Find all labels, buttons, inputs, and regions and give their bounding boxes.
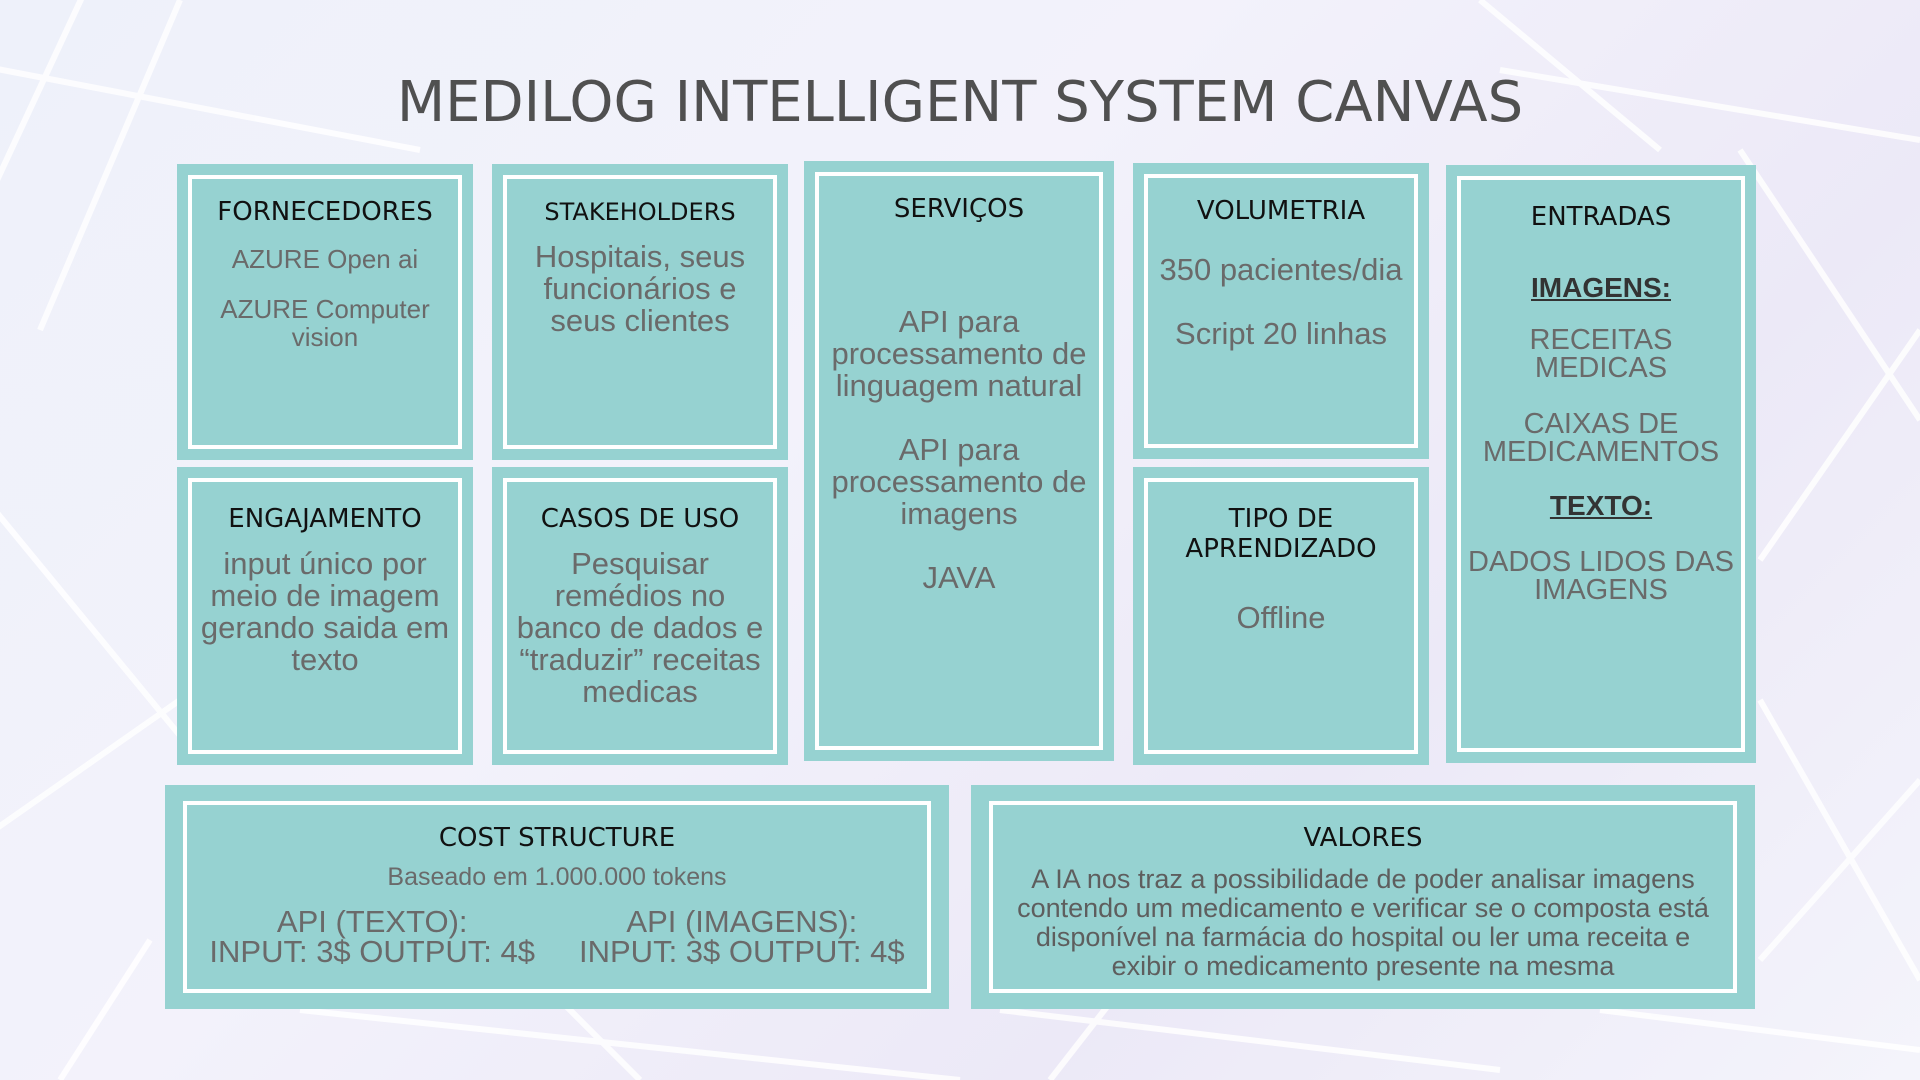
- cost-imagens-label: API (IMAGENS):: [626, 904, 858, 939]
- tipo-aprendizado-heading: TIPO DE APRENDIZADO: [1185, 504, 1377, 564]
- entradas-heading: ENTRADAS: [1530, 202, 1672, 232]
- volumetria-item: 350 pacientes/dia: [1159, 252, 1403, 287]
- servicos-item: API para processamento de imagens: [831, 432, 1087, 531]
- servicos-card: SERVIÇOS API para processamento de lingu…: [804, 161, 1114, 761]
- stakeholders-text: Hospitais, seus funcionários e seus clie…: [534, 239, 746, 338]
- valores-heading: VALORES: [1303, 823, 1423, 853]
- casos-de-uso-heading: CASOS DE USO: [540, 504, 740, 534]
- volumetria-heading: VOLUMETRIA: [1196, 196, 1366, 226]
- valores-card: VALORES A IA nos traz a possibilidade de…: [971, 785, 1755, 1009]
- stakeholders-heading: STAKEHOLDERS: [544, 198, 736, 226]
- servicos-heading: SERVIÇOS: [893, 194, 1025, 224]
- casos-de-uso-card: CASOS DE USO Pesquisar remédios no banco…: [492, 467, 788, 765]
- fornecedores-item: AZURE Computer vision: [220, 294, 430, 352]
- casos-de-uso-text: Pesquisar remédios no banco de dados e “…: [516, 546, 764, 709]
- page-title: MEDILOG INTELLIGENT SYSTEM CANVAS: [396, 70, 1524, 135]
- cost-texto-prices: INPUT: 3$ OUTPUT: 4$: [209, 934, 535, 969]
- tipo-aprendizado-text: Offline: [1236, 600, 1326, 635]
- stakeholders-card: STAKEHOLDERS Hospitais, seus funcionário…: [492, 164, 788, 460]
- cost-structure-heading: COST STRUCTURE: [438, 823, 676, 853]
- servicos-item: API para processamento de linguagem natu…: [831, 304, 1087, 403]
- entradas-imagens-item: RECEITAS MEDICAS: [1529, 324, 1673, 384]
- cost-structure-subtitle: Baseado em 1.000.000 tokens: [387, 863, 727, 891]
- fornecedores-card: FORNECEDORES AZURE Open ai AZURE Compute…: [177, 164, 473, 460]
- servicos-item: JAVA: [922, 560, 996, 595]
- volumetria-item: Script 20 linhas: [1175, 316, 1387, 351]
- cost-texto-label: API (TEXTO):: [276, 904, 468, 939]
- fornecedores-heading: FORNECEDORES: [217, 197, 433, 227]
- entradas-card: ENTRADAS IMAGENS: RECEITAS MEDICAS CAIXA…: [1446, 165, 1756, 763]
- engajamento-card: ENGAJAMENTO input único por meio de imag…: [177, 467, 473, 765]
- entradas-texto-item: DADOS LIDOS DAS IMAGENS: [1468, 546, 1734, 606]
- valores-text: A IA nos traz a possibilidade de poder a…: [1017, 864, 1709, 981]
- entradas-imagens-label: IMAGENS:: [1531, 272, 1671, 303]
- engajamento-text: input único por meio de imagem gerando s…: [200, 546, 450, 677]
- engajamento-heading: ENGAJAMENTO: [228, 504, 422, 534]
- cost-structure-card: COST STRUCTURE Baseado em 1.000.000 toke…: [165, 785, 949, 1009]
- volumetria-card: VOLUMETRIA 350 pacientes/dia Script 20 l…: [1133, 163, 1429, 459]
- fornecedores-item: AZURE Open ai: [231, 244, 419, 274]
- cost-imagens-prices: INPUT: 3$ OUTPUT: 4$: [579, 934, 905, 969]
- entradas-texto-label: TEXTO:: [1549, 490, 1653, 521]
- tipo-aprendizado-card: TIPO DE APRENDIZADO Offline: [1133, 467, 1429, 765]
- entradas-imagens-item: CAIXAS DE MEDICAMENTOS: [1482, 408, 1720, 468]
